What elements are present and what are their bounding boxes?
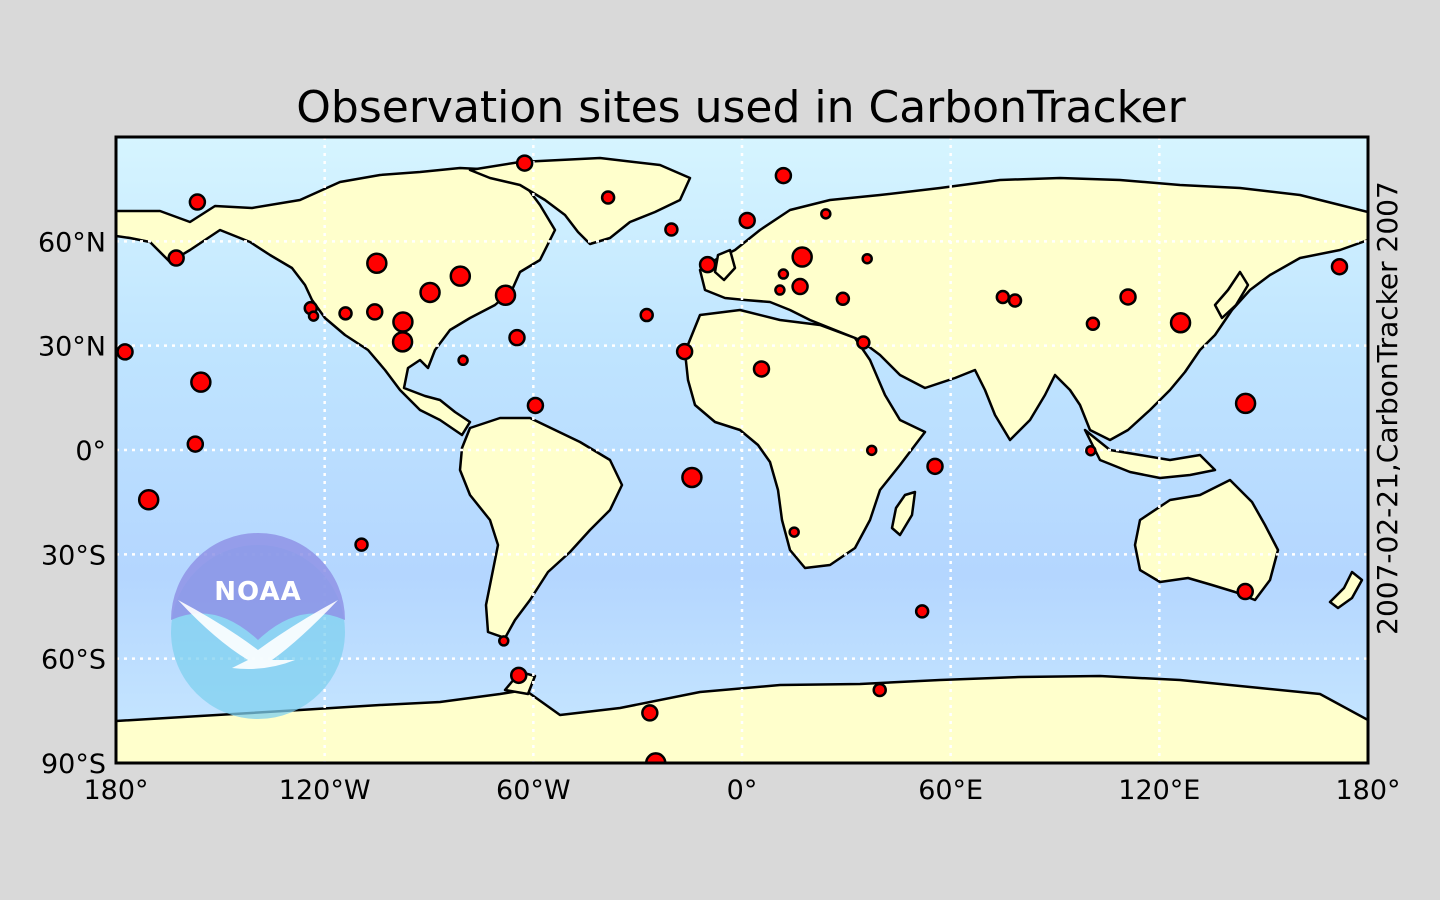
land-australia <box>1133 478 1280 602</box>
x-tick-labels: 180° 120°W 60°W 0° 60°E 120°E 180° <box>83 775 1400 806</box>
x-tick-label: 120°E <box>1118 775 1200 806</box>
land-north-america <box>116 166 557 437</box>
site-marker <box>457 354 469 367</box>
site-marker <box>639 307 654 323</box>
x-tick-label: 120°W <box>279 775 371 806</box>
land-uk <box>713 248 737 282</box>
site-marker <box>1119 288 1137 306</box>
site-marker <box>791 277 809 296</box>
site-marker <box>820 208 832 220</box>
site-marker <box>1330 257 1349 276</box>
side-label: 2007-02-21,CarbonTracker 2007 <box>1371 181 1404 635</box>
site-marker <box>738 211 756 230</box>
noaa-logo-top-icon <box>171 533 345 640</box>
site-marker <box>1085 316 1101 332</box>
site-marker <box>835 291 851 306</box>
site-marker <box>186 435 205 453</box>
site-marker <box>1007 293 1023 308</box>
site-marker <box>366 252 388 274</box>
land-south-america <box>458 416 624 640</box>
site-marker <box>392 311 414 333</box>
land-antarctica <box>116 674 1368 763</box>
site-marker <box>1236 582 1254 601</box>
site-markers <box>116 154 1349 763</box>
site-marker <box>494 284 517 306</box>
site-marker <box>752 360 771 378</box>
site-marker <box>167 249 185 267</box>
site-marker <box>509 666 528 685</box>
site-marker <box>116 343 134 361</box>
map-plot-area: NOAA <box>116 137 1368 763</box>
land-greenland <box>468 156 692 246</box>
site-marker <box>774 284 786 296</box>
site-marker <box>791 246 813 268</box>
site-marker <box>137 488 160 511</box>
y-tick-label: 90°S <box>41 749 106 780</box>
y-tick-label: 30°N <box>38 332 106 363</box>
site-marker <box>675 342 694 361</box>
site-marker <box>777 268 790 280</box>
x-tick-label: 180° <box>83 775 148 806</box>
y-tick-labels: 60°N 30°N 0° 30°S 60°S 90°S <box>38 227 106 780</box>
noaa-logo-text: NOAA <box>214 577 301 607</box>
x-tick-label: 60°W <box>496 775 571 806</box>
site-marker <box>698 255 717 274</box>
y-tick-label: 60°S <box>41 645 106 676</box>
y-tick-label: 30°S <box>41 540 106 571</box>
land-madagascar <box>890 490 917 537</box>
site-marker <box>449 265 472 287</box>
site-marker <box>526 396 545 415</box>
map-title: Observation sites used in CarbonTracker <box>296 82 1186 133</box>
site-marker <box>307 310 320 322</box>
site-marker <box>338 306 353 321</box>
site-marker <box>664 222 679 237</box>
site-marker <box>1085 444 1097 457</box>
noaa-logo: NOAA <box>171 533 345 719</box>
site-marker <box>995 289 1011 305</box>
land-europe-asia <box>698 176 1368 442</box>
site-marker <box>1234 392 1257 415</box>
site-marker <box>391 331 414 353</box>
site-marker <box>1169 311 1192 334</box>
site-marker <box>926 457 944 476</box>
land-japan <box>1213 270 1250 320</box>
site-marker <box>508 328 526 347</box>
site-marker <box>681 466 703 489</box>
site-marker <box>515 154 534 172</box>
site-marker <box>914 604 930 619</box>
noaa-gull-icon <box>178 600 338 669</box>
site-marker <box>419 281 441 304</box>
site-marker <box>872 682 887 698</box>
x-tick-label: 60°E <box>918 775 983 806</box>
site-marker <box>641 704 659 722</box>
site-marker <box>774 166 793 185</box>
site-marker <box>365 303 384 321</box>
site-marker <box>856 335 871 350</box>
site-marker <box>498 635 510 647</box>
site-marker <box>190 371 212 393</box>
x-tick-label: 0° <box>727 775 758 806</box>
site-marker <box>865 444 878 457</box>
site-marker <box>788 526 800 538</box>
x-tick-label: 180° <box>1335 775 1400 806</box>
site-marker <box>600 190 616 205</box>
y-tick-label: 60°N <box>38 227 106 258</box>
map-frame <box>114 135 1370 765</box>
land-new-zealand <box>1328 570 1364 610</box>
site-marker <box>354 537 369 552</box>
site-marker <box>861 252 873 265</box>
y-tick-label: 0° <box>75 436 106 467</box>
land-indonesia <box>1083 428 1217 480</box>
site-marker <box>188 193 207 211</box>
